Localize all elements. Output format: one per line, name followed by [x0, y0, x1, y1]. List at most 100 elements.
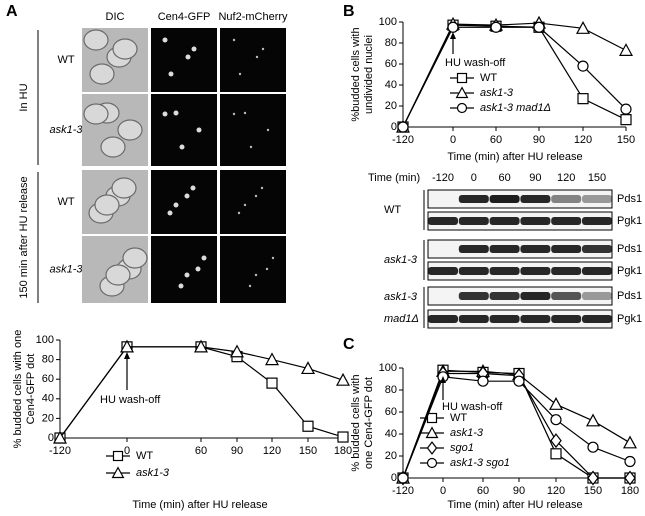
legend-marker [426, 457, 438, 469]
blot-group-label: ask1-3 [384, 291, 418, 303]
legend-marker [456, 72, 468, 84]
blot-band [551, 267, 582, 275]
x-tick-label: 90 [533, 134, 545, 146]
x-tick-label: 0 [440, 485, 446, 497]
x-axis-label: Time (min) after HU release [132, 499, 267, 511]
spot [184, 193, 190, 199]
time-point: 0 [471, 172, 477, 184]
y-tick-label: 60 [385, 58, 397, 70]
spot [255, 55, 259, 59]
data-point [302, 420, 314, 432]
legend-label: ask1-3 mad1Δ [480, 102, 551, 114]
spot [196, 127, 202, 133]
blot-band [551, 315, 582, 323]
y-tick-label: 100 [379, 16, 397, 28]
time-point: 90 [529, 172, 541, 184]
spot [168, 71, 174, 77]
blot-band [458, 267, 489, 275]
x-tick-label: 120 [547, 485, 565, 497]
spot [248, 284, 252, 288]
spot [254, 273, 258, 277]
y-axis-label: Cen4-GFP dot [25, 354, 37, 425]
blot-band [520, 292, 551, 300]
cell [122, 247, 148, 269]
blot-band [489, 245, 520, 253]
data-point [577, 60, 589, 72]
x-tick-label: 150 [617, 134, 635, 146]
blot-band [489, 195, 520, 203]
data-point [575, 21, 591, 34]
series-line [402, 26, 627, 128]
cell [117, 119, 143, 141]
y-tick-label: 20 [42, 412, 54, 424]
spot [237, 211, 241, 215]
micrograph [151, 236, 217, 303]
y-tick-label: 60 [42, 373, 54, 385]
x-tick-label: -120 [392, 134, 414, 146]
blot-band [520, 217, 551, 225]
panel-label: A [6, 3, 18, 20]
cell [105, 264, 131, 286]
group-label: In HU [18, 83, 30, 111]
spot [179, 144, 185, 150]
legend-label: sgo1 [450, 442, 474, 454]
data-point [620, 103, 632, 115]
blot-band [458, 195, 489, 203]
panel-label: B [343, 3, 355, 20]
x-tick-label: -120 [392, 485, 414, 497]
x-tick-label: 0 [450, 134, 456, 146]
spot [243, 203, 247, 207]
data-point [577, 93, 589, 105]
legend-label: WT [480, 72, 497, 84]
y-tick-label: 100 [379, 362, 397, 374]
blot-band [489, 217, 520, 225]
panel-label: C [343, 336, 355, 353]
row-label: WT [57, 54, 74, 66]
blot-band [520, 267, 551, 275]
data-point [624, 455, 636, 468]
spot [271, 256, 275, 260]
data-point [300, 361, 316, 375]
blot-group-label: WT [384, 204, 401, 216]
legend-label: ask1-3 sgo1 [450, 457, 510, 469]
x-tick-label: 120 [574, 134, 592, 146]
x-tick-label: 0 [124, 445, 130, 457]
blot-band [551, 292, 582, 300]
spot [195, 266, 201, 272]
spot [201, 255, 207, 261]
row-label: ask1-3 [49, 263, 83, 275]
data-point [550, 414, 562, 426]
spot [190, 185, 196, 191]
band-label: Pgk1 [617, 265, 642, 277]
band-label: Pgk1 [617, 215, 642, 227]
y-axis-label: % budded cells with one [12, 330, 24, 449]
band-label: Pds1 [617, 290, 642, 302]
blot-band [551, 217, 582, 225]
row-label: ask1-3 [49, 124, 83, 136]
blot-band [582, 315, 612, 323]
time-point: 150 [588, 172, 606, 184]
cell [89, 63, 115, 85]
blot-band [458, 217, 489, 225]
micrograph [220, 94, 286, 166]
y-axis-label: % budded cells with [350, 374, 362, 471]
arrow-head [124, 352, 130, 359]
legend-label: WT [136, 450, 153, 462]
x-axis-label: Time (min) after HU release [447, 151, 582, 163]
x-tick-label: 90 [513, 485, 525, 497]
legend-marker [456, 102, 468, 114]
spot [266, 128, 270, 132]
legend-marker [455, 86, 469, 99]
time-point: 60 [498, 172, 510, 184]
cell [83, 103, 109, 125]
arrow-head [440, 376, 446, 383]
blot-band [582, 292, 612, 300]
spot [167, 210, 173, 216]
annotation: HU wash-off [100, 394, 161, 406]
y-tick-label: 80 [385, 37, 397, 49]
blot-strip [427, 286, 613, 306]
blot-band [520, 245, 551, 253]
data-point [585, 413, 601, 427]
blot-group-label: ask1-3 [384, 254, 418, 266]
